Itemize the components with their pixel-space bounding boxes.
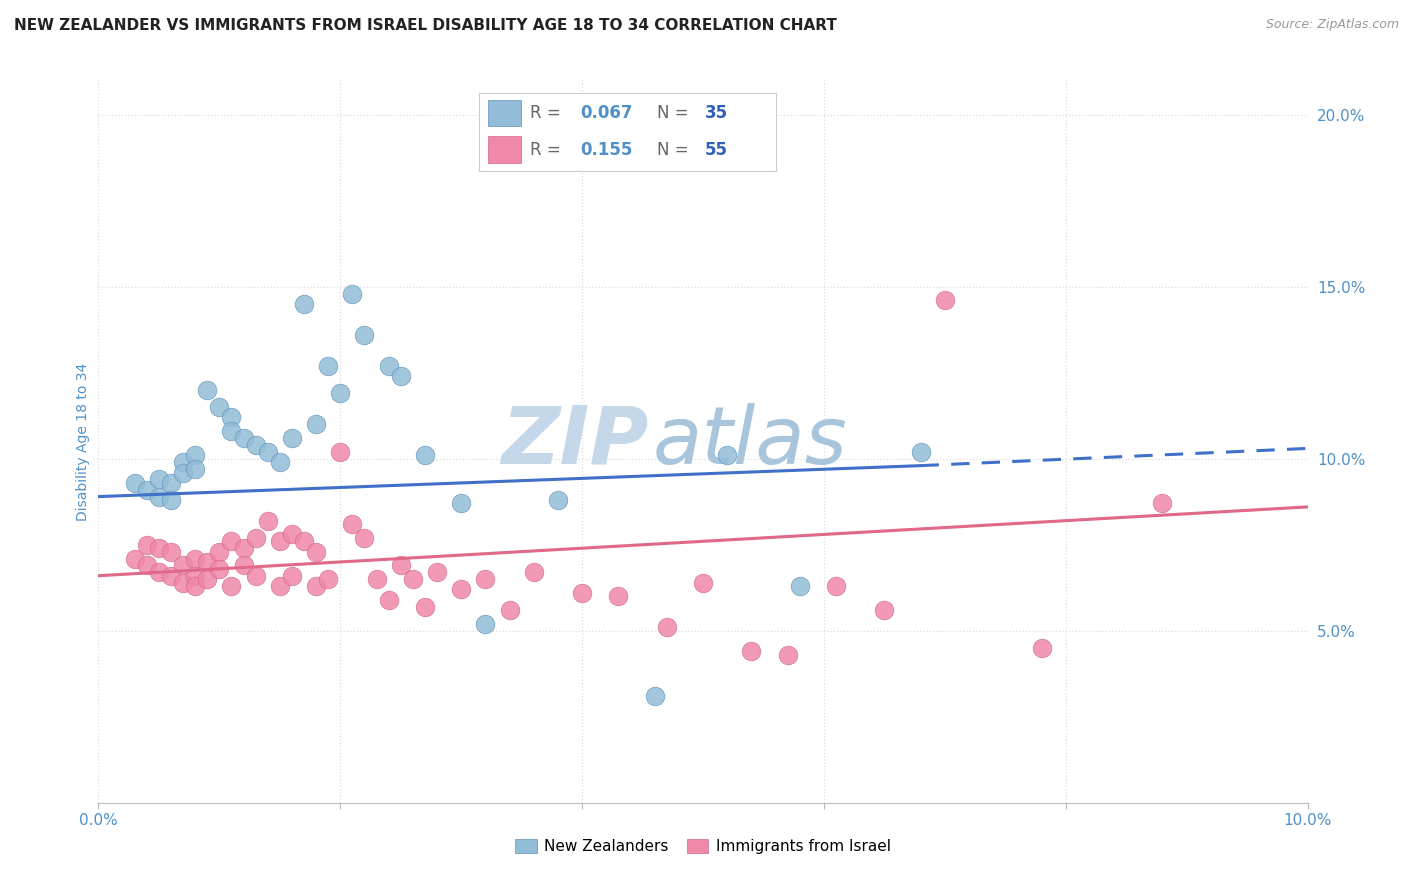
Point — [148, 472, 170, 486]
Point — [160, 493, 183, 508]
Point — [450, 582, 472, 597]
Text: Source: ZipAtlas.com: Source: ZipAtlas.com — [1265, 18, 1399, 31]
Point — [292, 534, 315, 549]
Point — [256, 445, 278, 459]
Point — [776, 648, 799, 662]
Point — [281, 568, 304, 582]
Point — [316, 572, 339, 586]
Point — [245, 568, 267, 582]
Y-axis label: Disability Age 18 to 34: Disability Age 18 to 34 — [76, 362, 90, 521]
Point — [426, 566, 449, 580]
Point — [269, 534, 291, 549]
Point — [305, 544, 328, 558]
Point — [124, 475, 146, 490]
Point — [305, 579, 328, 593]
Point — [160, 544, 183, 558]
Point — [172, 455, 194, 469]
Point — [221, 534, 243, 549]
Text: ZIP: ZIP — [501, 402, 648, 481]
Point — [873, 603, 896, 617]
Point — [135, 538, 157, 552]
Point — [342, 286, 364, 301]
Point — [740, 644, 762, 658]
Point — [389, 369, 412, 384]
Point — [692, 575, 714, 590]
Point — [523, 566, 546, 580]
Point — [245, 531, 267, 545]
Point — [292, 297, 315, 311]
Point — [474, 572, 496, 586]
Point — [1031, 640, 1053, 655]
Point — [413, 448, 436, 462]
Point — [402, 572, 425, 586]
Text: NEW ZEALANDER VS IMMIGRANTS FROM ISRAEL DISABILITY AGE 18 TO 34 CORRELATION CHAR: NEW ZEALANDER VS IMMIGRANTS FROM ISRAEL … — [14, 18, 837, 33]
Point — [184, 568, 207, 582]
Point — [135, 483, 157, 497]
Point — [232, 431, 254, 445]
Point — [208, 562, 231, 576]
Point — [353, 327, 375, 342]
Point — [789, 579, 811, 593]
Point — [221, 579, 243, 593]
Point — [184, 448, 207, 462]
Point — [208, 544, 231, 558]
Point — [413, 599, 436, 614]
Point — [305, 417, 328, 432]
Point — [184, 551, 207, 566]
Point — [232, 558, 254, 573]
Point — [184, 579, 207, 593]
Point — [124, 551, 146, 566]
Point — [329, 386, 352, 401]
Point — [148, 490, 170, 504]
Point — [329, 445, 352, 459]
Point — [571, 586, 593, 600]
Point — [655, 620, 678, 634]
Point — [195, 555, 218, 569]
Point — [353, 531, 375, 545]
Point — [377, 359, 399, 373]
Point — [342, 517, 364, 532]
Point — [160, 475, 183, 490]
Point — [1152, 496, 1174, 510]
Point — [716, 448, 738, 462]
Point — [256, 514, 278, 528]
Point — [221, 424, 243, 438]
Point — [366, 572, 388, 586]
Point — [498, 603, 520, 617]
Point — [195, 572, 218, 586]
Point — [547, 493, 569, 508]
Point — [184, 462, 207, 476]
Point — [644, 689, 666, 703]
Point — [208, 400, 231, 414]
Point — [316, 359, 339, 373]
Point — [195, 383, 218, 397]
Point — [148, 566, 170, 580]
Point — [450, 496, 472, 510]
Point — [377, 592, 399, 607]
Point — [221, 410, 243, 425]
Point — [172, 466, 194, 480]
Point — [910, 445, 932, 459]
Point — [232, 541, 254, 556]
Point — [389, 558, 412, 573]
Point — [269, 579, 291, 593]
Point — [607, 590, 630, 604]
Point — [160, 568, 183, 582]
Point — [281, 527, 304, 541]
Point — [135, 558, 157, 573]
Point — [269, 455, 291, 469]
Point — [825, 579, 848, 593]
Point — [474, 616, 496, 631]
Point — [148, 541, 170, 556]
Text: atlas: atlas — [652, 402, 846, 481]
Point — [281, 431, 304, 445]
Point — [934, 293, 956, 308]
Legend: New Zealanders, Immigrants from Israel: New Zealanders, Immigrants from Israel — [509, 833, 897, 860]
Point — [172, 575, 194, 590]
Point — [172, 558, 194, 573]
Point — [245, 438, 267, 452]
